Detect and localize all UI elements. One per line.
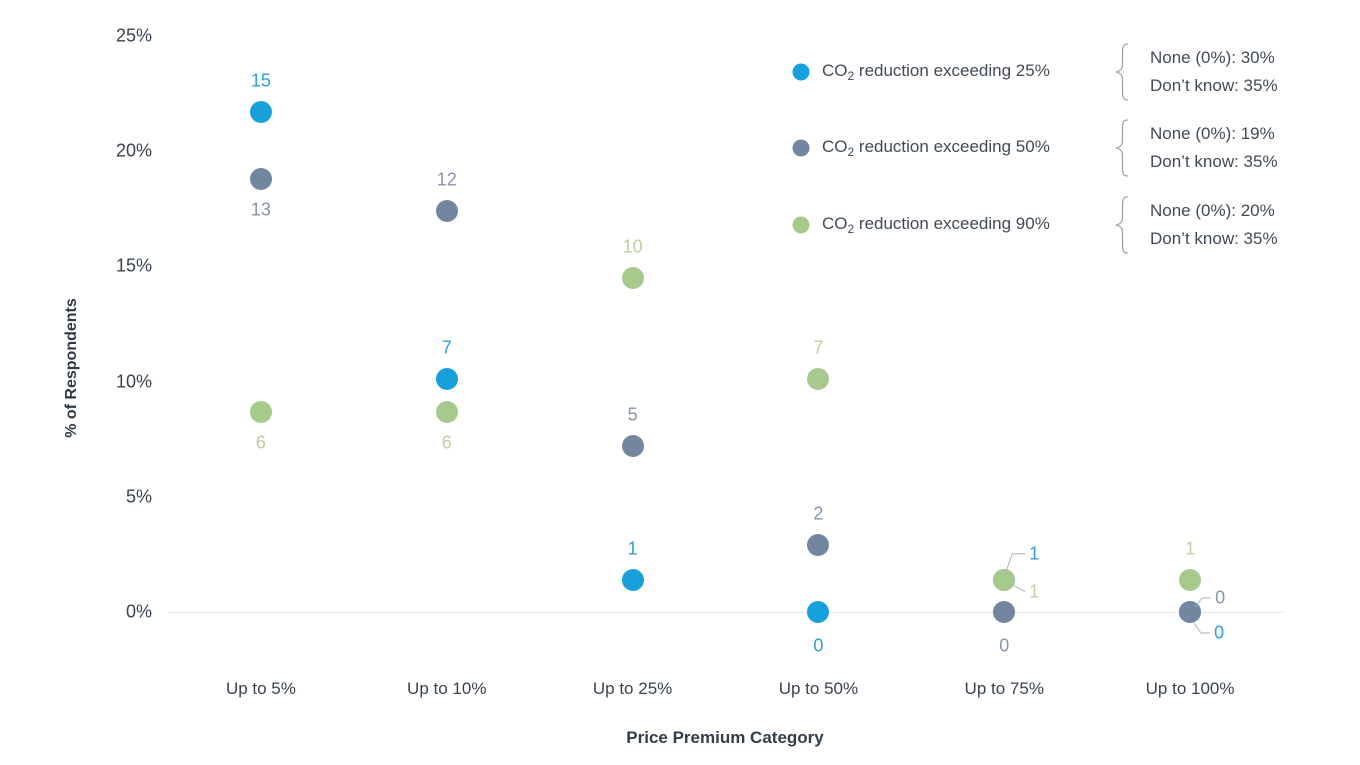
data-point-dot	[435, 368, 458, 391]
data-point-dot	[621, 435, 644, 458]
legend-annotation-line: Don’t know: 35%	[1150, 229, 1278, 248]
data-point-label: 0	[999, 635, 1010, 656]
data-point-dot	[621, 568, 644, 591]
data-point-label: 5	[627, 404, 638, 425]
data-point-label: 7	[813, 337, 824, 358]
legend-annotation-line: None (0%): 30%	[1150, 48, 1275, 67]
x-category-label: Up to 10%	[407, 679, 487, 698]
co2-subscript: 2	[847, 69, 855, 84]
y-tick-label: 25%	[115, 25, 152, 46]
y-tick-label: 5%	[125, 486, 152, 507]
leader-line	[1193, 622, 1211, 634]
co2-subscript: 2	[847, 145, 855, 160]
data-point-label: 15	[250, 70, 271, 91]
data-point-label: 0	[1215, 587, 1226, 608]
legend-dot	[792, 216, 810, 234]
data-point-dot	[1179, 601, 1202, 623]
x-axis-line	[168, 612, 1283, 613]
data-point-dot	[807, 601, 830, 623]
y-tick-label: 15%	[115, 255, 152, 276]
legend-item-label: CO2 reduction exceeding 90%	[822, 213, 1050, 237]
legend-item-label: CO2 reduction exceeding 25%	[822, 60, 1050, 84]
data-point-dot	[249, 167, 272, 190]
y-axis-title: % of Respondents	[63, 298, 80, 438]
brace-icon	[1115, 196, 1129, 254]
brace-icon	[1115, 43, 1129, 101]
y-tick-label: 20%	[115, 140, 152, 161]
data-point-dot	[249, 101, 272, 124]
x-category-label: Up to 5%	[225, 679, 296, 698]
data-point-dot	[435, 200, 458, 223]
data-point-label: 0	[1214, 622, 1225, 643]
x-category-label: Up to 75%	[964, 679, 1044, 698]
legend-annotation-line: None (0%): 20%	[1150, 201, 1275, 220]
data-point-dot	[435, 400, 458, 423]
data-point-label: 1	[1029, 543, 1040, 564]
legend-dot	[792, 63, 810, 81]
data-point-dot	[807, 534, 830, 557]
data-point-dot	[993, 601, 1016, 623]
data-point-label: 6	[255, 432, 266, 453]
y-tick-label: 10%	[115, 371, 152, 392]
legend-item-label: CO2 reduction exceeding 50%	[822, 136, 1050, 160]
data-point-dot	[1179, 568, 1202, 591]
data-point-label: 0	[813, 635, 824, 656]
data-point-label: 1	[1185, 538, 1196, 559]
data-point-label: 1	[1029, 581, 1040, 602]
data-point-label: 10	[622, 236, 643, 257]
legend-dot	[792, 139, 810, 157]
data-point-dot	[807, 368, 830, 391]
brace-icon	[1115, 119, 1129, 177]
data-point-dot	[621, 266, 644, 289]
data-point-label: 7	[441, 337, 452, 358]
legend-annotation-line: Don’t know: 35%	[1150, 152, 1278, 171]
data-point-label: 12	[436, 169, 457, 190]
y-tick-label: 0%	[125, 601, 152, 622]
data-point-label: 2	[813, 503, 824, 524]
x-category-label: Up to 100%	[1145, 679, 1235, 698]
data-point-label: 1	[627, 538, 638, 559]
data-point-label: 6	[441, 432, 452, 453]
co2-subscript: 2	[847, 222, 855, 237]
x-axis-title: Price Premium Category	[626, 728, 824, 747]
x-category-label: Up to 50%	[778, 679, 859, 698]
x-category-label: Up to 25%	[592, 679, 673, 698]
legend-annotation-line: Don’t know: 35%	[1150, 76, 1278, 95]
data-point-label: 13	[250, 199, 271, 220]
data-point-dot	[993, 568, 1016, 591]
data-point-dot	[249, 400, 272, 423]
legend-annotation-line: None (0%): 19%	[1150, 124, 1275, 143]
leader-line	[1014, 585, 1026, 593]
